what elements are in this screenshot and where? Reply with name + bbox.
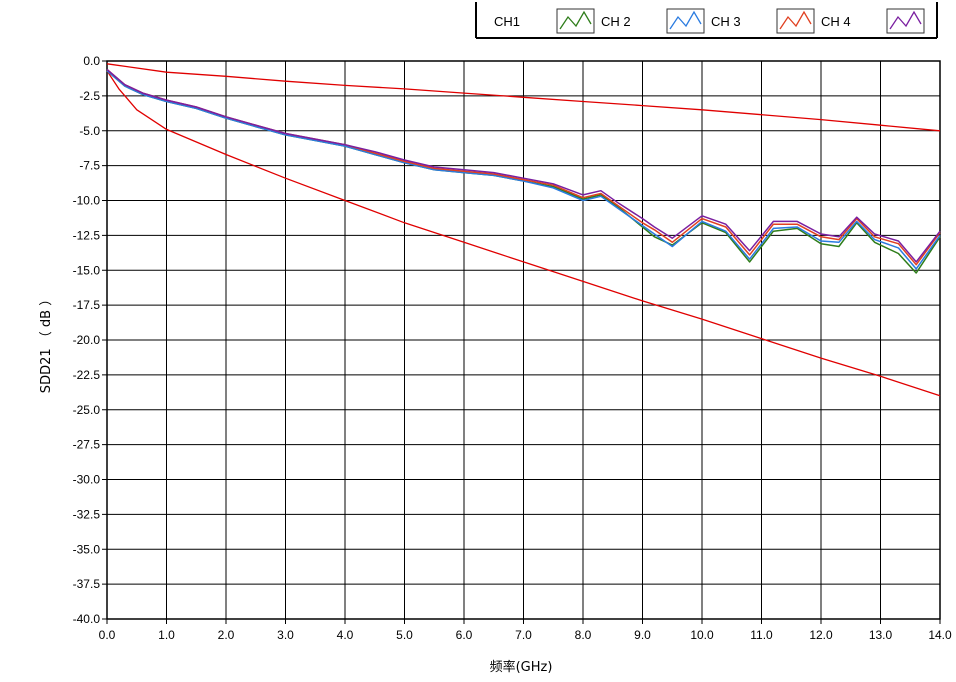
legend-swatch-ch4 <box>776 8 815 34</box>
x-tick-labels: 0.0 1.0 2.0 3.0 4.0 5.0 6.0 7.0 8.0 9.0 10.0 11.0 12… <box>99 619 952 642</box>
x-tick-label-4: 4.0 <box>337 628 354 642</box>
x-tick-label-8: 8.0 <box>575 628 592 642</box>
x-tick-label-12: 12.0 <box>809 628 833 642</box>
plot-grid <box>106 60 941 620</box>
x-tick-label-5: 5.0 <box>396 628 413 642</box>
ch3-line <box>106 70 941 270</box>
lower-limit-line <box>106 70 941 397</box>
legend-box <box>476 2 937 38</box>
legend-swatch-ch2 <box>556 8 595 34</box>
ch2-line <box>106 68 941 263</box>
y-tick-label-5: -12.5 <box>73 228 101 242</box>
x-tick-label-0: 0.0 <box>99 628 116 642</box>
y-axis-label: SDD21 （ dB ） <box>39 293 54 393</box>
y-tick-label-15: -37.5 <box>73 577 101 591</box>
y-tick-label-12: -30.0 <box>73 473 101 487</box>
legend-swatch-ch5 <box>886 8 925 34</box>
y-tick-label-11: -27.5 <box>73 438 101 452</box>
y-tick-label-13: -32.5 <box>73 507 101 521</box>
y-tick-label-7: -17.5 <box>73 298 101 312</box>
y-tick-label-0: 0.0 <box>83 54 100 68</box>
y-tick-label-4: -10.0 <box>73 194 101 208</box>
legend-label-ch4: CH 4 <box>821 14 851 29</box>
y-tick-label-8: -20.0 <box>73 333 101 347</box>
x-axis-label: 频率(GHz) <box>490 659 553 675</box>
x-tick-label-14: 14.0 <box>928 628 952 642</box>
x-tick-label-10: 10.0 <box>690 628 714 642</box>
y-tick-labels: 0.0 -2.5 -5.0 -7.5 -10.0 -12.5 -15.0 -17.5 -20.0… <box>73 54 107 626</box>
x-tick-label-2: 2.0 <box>218 628 235 642</box>
series-layer <box>106 63 941 397</box>
legend: CH1 CH 2 CH 3 CH 4 <box>475 2 938 39</box>
y-tick-label-6: -15.0 <box>73 263 101 277</box>
x-tick-label-7: 7.0 <box>515 628 532 642</box>
legend-swatch-ch3 <box>666 8 705 34</box>
x-tick-label-1: 1.0 <box>158 628 175 642</box>
y-tick-label-14: -35.0 <box>73 542 101 556</box>
legend-label-ch1: CH1 <box>494 14 520 29</box>
x-tick-label-13: 13.0 <box>869 628 893 642</box>
y-tick-label-16: -40.0 <box>73 612 101 626</box>
y-tick-label-2: -5.0 <box>79 124 100 138</box>
legend-label-ch3: CH 3 <box>711 14 741 29</box>
y-tick-label-9: -22.5 <box>73 368 101 382</box>
legend-label-ch2: CH 2 <box>601 14 631 29</box>
x-tick-label-9: 9.0 <box>634 628 651 642</box>
y-tick-label-3: -7.5 <box>79 159 100 173</box>
x-tick-label-6: 6.0 <box>456 628 473 642</box>
upper-limit-line <box>106 63 941 132</box>
y-tick-label-10: -25.0 <box>73 403 101 417</box>
y-tick-label-1: -2.5 <box>79 89 100 103</box>
x-tick-label-11: 11.0 <box>750 628 773 642</box>
x-tick-label-3: 3.0 <box>277 628 294 642</box>
